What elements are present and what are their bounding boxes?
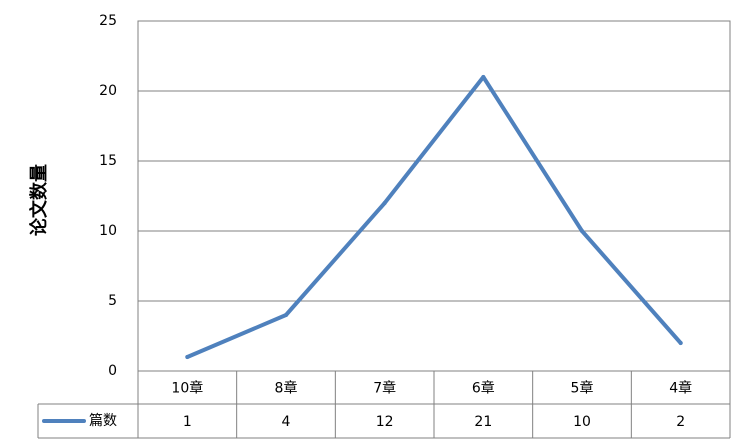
axis-layer: 0 5 10 15 20 25 bbox=[99, 13, 117, 379]
y-tick-label: 5 bbox=[108, 293, 117, 309]
data-table-value: 4 bbox=[282, 414, 291, 430]
x-category-label: 8章 bbox=[275, 380, 298, 397]
x-category-label: 7章 bbox=[373, 380, 396, 397]
series-point bbox=[382, 201, 387, 205]
data-table-value: 12 bbox=[376, 414, 394, 430]
grid-layer bbox=[137, 20, 731, 372]
x-category-label: 4章 bbox=[669, 380, 692, 397]
data-table-value: 10 bbox=[573, 414, 591, 430]
series-point bbox=[678, 341, 683, 345]
legend-series-name: 篇数 bbox=[89, 413, 117, 429]
y-axis-label: 论文数量 bbox=[28, 164, 50, 236]
series-layer bbox=[185, 75, 683, 359]
data-table-value: 21 bbox=[474, 414, 492, 430]
data-table-value: 1 bbox=[183, 414, 192, 430]
series-line bbox=[185, 75, 683, 359]
data-table-value: 2 bbox=[676, 414, 685, 430]
series-point bbox=[284, 313, 288, 317]
y-tick-label: 0 bbox=[108, 363, 117, 379]
y-tick-label: 15 bbox=[99, 153, 117, 169]
plot-area-border bbox=[137, 20, 731, 372]
y-tick-label: 10 bbox=[99, 223, 117, 239]
x-category-label: 5章 bbox=[571, 380, 594, 397]
series-point bbox=[580, 229, 584, 233]
x-category-label: 10章 bbox=[171, 380, 203, 397]
series-point bbox=[185, 355, 190, 359]
y-tick-label: 20 bbox=[99, 83, 117, 99]
y-tick-label: 25 bbox=[99, 13, 117, 29]
x-category-label: 6章 bbox=[472, 380, 495, 397]
series-point bbox=[481, 75, 486, 79]
